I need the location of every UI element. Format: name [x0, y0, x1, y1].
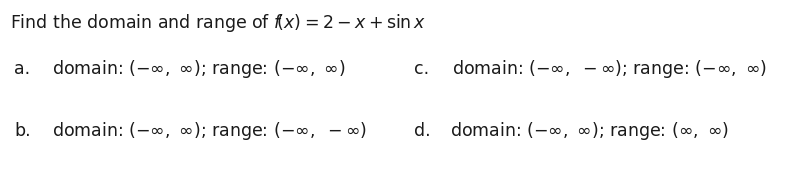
Text: b.: b.: [14, 122, 31, 140]
Text: Find the domain and range of $\mathit{f}\!\mathit{(x)} = 2 - x + \sin x$: Find the domain and range of $\mathit{f}…: [10, 12, 426, 34]
Text: d.: d.: [414, 122, 431, 140]
Text: domain: $\left(-\infty,\ \infty\right)$; range: $\left(-\infty,\ \infty\right)$: domain: $\left(-\infty,\ \infty\right)$;…: [52, 58, 346, 80]
Text: domain: $\left(-\infty,\ \infty\right)$; range: $\left(-\infty,\ -\infty\right)$: domain: $\left(-\infty,\ \infty\right)$;…: [52, 120, 366, 143]
Text: domain: $\left(-\infty,\ \infty\right)$; range: $\left(\infty,\ \infty\right)$: domain: $\left(-\infty,\ \infty\right)$;…: [450, 120, 729, 143]
Text: domain: $\left(-\infty,\ -\infty\right)$; range: $\left(-\infty,\ \infty\right)$: domain: $\left(-\infty,\ -\infty\right)$…: [452, 58, 766, 80]
Text: a.: a.: [14, 60, 30, 78]
Text: c.: c.: [414, 60, 430, 78]
